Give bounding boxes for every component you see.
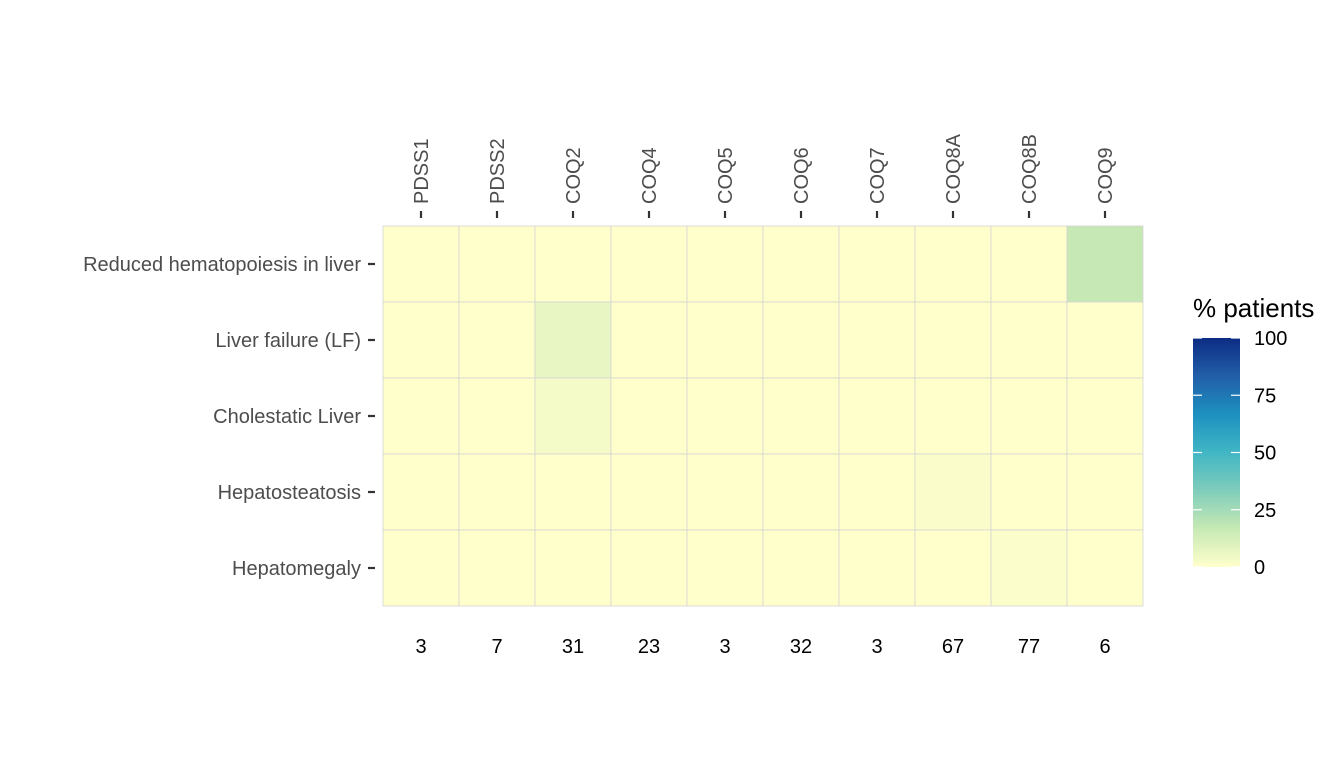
x-tick-label: COQ8B <box>1019 134 1041 204</box>
heatmap-cell <box>1066 453 1144 531</box>
heatmap-cell <box>838 529 916 607</box>
sample-count-label: 23 <box>638 636 660 658</box>
heatmap-cell <box>686 453 764 531</box>
heatmap-cell <box>990 453 1068 531</box>
x-axis: PDSS1 PDSS2 COQ2 COQ4 COQ5 COQ6 COQ7 COQ8A COQ8B… <box>411 133 1117 218</box>
x-tick-label: COQ7 <box>867 147 889 204</box>
y-tick-label: Hepatosteatosis <box>218 482 361 504</box>
legend-tick-label: 50 <box>1254 443 1276 465</box>
heatmap-cell <box>990 301 1068 379</box>
heatmap-cell <box>382 529 460 607</box>
y-tick-label: Hepatomegaly <box>232 558 361 580</box>
heatmap-cell <box>990 529 1068 607</box>
y-axis: Reduced hematopoiesis in liver Liver fail… <box>83 254 375 580</box>
x-tick-label: COQ6 <box>791 147 813 204</box>
heatmap-cell <box>534 301 612 379</box>
sample-counts: 3 7 31 23 3 32 3 67 77 6 <box>415 636 1110 658</box>
heatmap-cell <box>686 225 764 303</box>
heatmap-cell <box>838 453 916 531</box>
heatmap-cell <box>838 225 916 303</box>
sample-count-label: 3 <box>415 636 426 658</box>
heatmap-cell <box>458 529 536 607</box>
y-tick-label: Liver failure (LF) <box>215 330 361 352</box>
heatmap-cell <box>1066 529 1144 607</box>
heatmap-cell <box>534 453 612 531</box>
sample-count-label: 31 <box>562 636 584 658</box>
x-tick-label: PDSS2 <box>487 138 509 204</box>
heatmap-cell <box>382 453 460 531</box>
heatmap-cell <box>914 529 992 607</box>
heatmap-cell <box>914 301 992 379</box>
heatmap-cell <box>762 453 840 531</box>
sample-count-label: 67 <box>942 636 964 658</box>
heatmap-cell <box>990 377 1068 455</box>
legend-tick-label: 75 <box>1254 385 1276 407</box>
heatmap-cell <box>458 225 536 303</box>
sample-count-label: 3 <box>871 636 882 658</box>
heatmap-cell <box>838 301 916 379</box>
heatmap-cell <box>382 301 460 379</box>
y-tick-label: Cholestatic Liver <box>213 406 361 428</box>
heatmap-cell <box>914 225 992 303</box>
heatmap-cell <box>382 225 460 303</box>
heatmap-cell <box>534 377 612 455</box>
heatmap-cell <box>686 301 764 379</box>
legend-tick-label: 0 <box>1254 557 1265 579</box>
heatmap-cell <box>534 225 612 303</box>
heatmap-cell <box>1066 301 1144 379</box>
heatmap-cell <box>610 377 688 455</box>
heatmap-cell <box>610 453 688 531</box>
x-tick-label: COQ5 <box>715 147 737 204</box>
heatmap-cell <box>686 377 764 455</box>
legend-tick-label: 25 <box>1254 500 1276 522</box>
x-tick-label: COQ4 <box>639 147 661 204</box>
heatmap-cell <box>610 529 688 607</box>
heatmap-cell <box>686 529 764 607</box>
heatmap-cell <box>838 377 916 455</box>
heatmap-cells <box>382 225 1144 607</box>
sample-count-label: 77 <box>1018 636 1040 658</box>
y-tick-label: Reduced hematopoiesis in liver <box>83 254 361 276</box>
heatmap-cell <box>762 529 840 607</box>
heatmap-cell <box>1066 225 1144 303</box>
sample-count-label: 3 <box>719 636 730 658</box>
sample-count-label: 7 <box>491 636 502 658</box>
heatmap-cell <box>458 301 536 379</box>
sample-count-label: 32 <box>790 636 812 658</box>
heatmap-cell <box>990 225 1068 303</box>
heatmap-cell <box>610 301 688 379</box>
x-tick-label: COQ8A <box>943 133 965 204</box>
heatmap-cell <box>914 453 992 531</box>
heatmap-cell <box>914 377 992 455</box>
x-tick-label: PDSS1 <box>411 138 433 204</box>
heatmap-cell <box>458 453 536 531</box>
legend: % patients 0 25 50 75 100 <box>1193 293 1314 579</box>
heatmap-cell <box>458 377 536 455</box>
legend-title: % patients <box>1193 293 1314 323</box>
heatmap-cell <box>610 225 688 303</box>
heatmap-cell <box>762 377 840 455</box>
x-tick-label: COQ2 <box>563 147 585 204</box>
heatmap-cell <box>1066 377 1144 455</box>
heatmap-cell <box>382 377 460 455</box>
heatmap-cell <box>762 301 840 379</box>
heatmap-cell <box>762 225 840 303</box>
heatmap-cell <box>534 529 612 607</box>
sample-count-label: 6 <box>1099 636 1110 658</box>
legend-tick-label: 100 <box>1254 328 1287 350</box>
x-tick-label: COQ9 <box>1095 147 1117 204</box>
